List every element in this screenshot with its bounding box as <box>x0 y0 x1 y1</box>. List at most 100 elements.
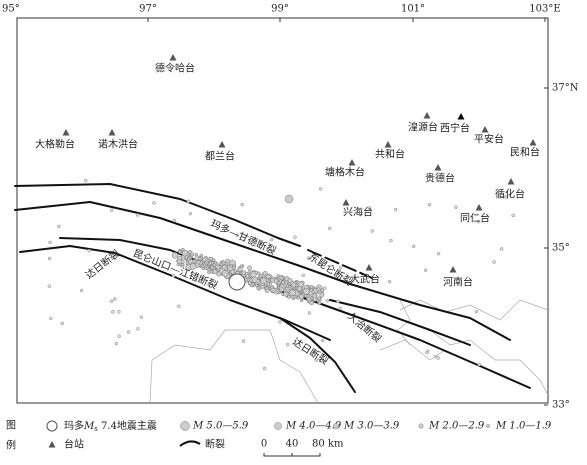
lon-label: 103°E <box>529 4 560 15</box>
earthquake-cluster <box>47 178 515 371</box>
earthquake <box>303 288 310 295</box>
earthquake <box>387 279 392 284</box>
legend-magnitude-icon <box>418 423 424 429</box>
legend-magnitude-icon <box>180 421 190 431</box>
earthquake <box>186 199 191 204</box>
earthquake <box>117 310 121 314</box>
legend-mainshock-part: M <box>83 421 95 432</box>
legend-magnitude-icon <box>486 424 490 428</box>
earthquake <box>269 237 274 242</box>
station-label: 平安台 <box>474 133 504 146</box>
earthquake <box>221 264 227 270</box>
earthquake <box>262 270 268 276</box>
station-marker <box>365 264 373 271</box>
earthquake <box>306 294 311 298</box>
map-frame <box>16 17 549 404</box>
earthquake <box>109 299 114 303</box>
station-label: 贵德台 <box>425 172 455 185</box>
mainshock <box>228 273 246 291</box>
earthquake <box>287 277 293 283</box>
earthquake <box>436 356 440 360</box>
earthquake <box>278 320 282 324</box>
lat-label: 35° <box>552 243 570 254</box>
earthquake <box>259 274 263 278</box>
earthquake <box>511 213 515 218</box>
earthquake <box>112 297 117 301</box>
earthquake <box>262 366 267 371</box>
earthquake <box>370 229 375 233</box>
earthquake <box>299 298 304 303</box>
station-label: 兴海台 <box>343 206 373 219</box>
scale-label: 40 <box>286 439 299 450</box>
earthquake <box>177 258 183 264</box>
earthquake <box>338 306 342 311</box>
earthquake <box>283 283 287 288</box>
earthquake <box>199 261 203 266</box>
legend-mainshock-part: 玛多 <box>64 419 84 432</box>
earthquake <box>318 262 323 266</box>
earthquake <box>139 315 144 319</box>
earthquake <box>136 327 140 331</box>
earthquake <box>184 255 189 259</box>
station-label: 共和台 <box>375 148 405 161</box>
earthquake <box>289 289 296 297</box>
earthquake <box>207 270 211 275</box>
earthquake <box>109 208 114 213</box>
legend-fault-icon <box>179 440 201 447</box>
earthquake <box>254 281 259 286</box>
earthquake <box>60 321 64 326</box>
legend-magnitude-label: M 1.0—1.9 <box>495 421 552 432</box>
legend-station-icon <box>48 441 56 448</box>
legend-title: 图 <box>6 420 16 432</box>
legend-magnitude-icon <box>332 422 340 430</box>
legend-mainshock-icon <box>46 420 58 432</box>
earthquake <box>301 273 306 278</box>
province-borders <box>149 299 549 404</box>
station-label: 河南台 <box>443 276 473 289</box>
station-label: 大武台 <box>350 273 380 286</box>
legend-magnitude-icon <box>274 422 282 430</box>
earthquake <box>177 304 181 309</box>
earthquake <box>277 281 281 285</box>
earthquake <box>251 282 255 287</box>
earthquake <box>423 268 428 273</box>
earthquake <box>135 213 140 217</box>
station-label: 同仁台 <box>460 212 490 225</box>
legend-station-label: 台站 <box>64 438 84 451</box>
earthquake <box>208 261 213 265</box>
earthquake <box>126 330 131 334</box>
station-marker <box>218 141 226 148</box>
earthquake <box>393 207 398 212</box>
legend-mainshock-part: 7.4地震主震 <box>98 419 157 432</box>
earthquake <box>200 264 205 268</box>
earthquake <box>317 296 321 301</box>
earthquake <box>309 285 314 289</box>
earthquake <box>296 296 300 300</box>
station-label: 德令哈台 <box>155 62 195 75</box>
earthquake <box>256 286 260 290</box>
earthquake <box>476 219 481 224</box>
earthquake <box>181 249 189 257</box>
earthquake <box>171 273 176 278</box>
station-marker <box>348 159 356 166</box>
station-marker <box>507 178 515 185</box>
earthquake <box>312 293 318 299</box>
station-label: 大格勒台 <box>35 138 75 151</box>
earthquake <box>317 301 322 305</box>
lat-label: 33° <box>552 400 570 411</box>
station-label: 民和台 <box>510 146 540 159</box>
earthquake <box>222 261 226 266</box>
scale-bar <box>263 453 321 457</box>
earthquake <box>367 206 372 210</box>
station-label: 诺木洪台 <box>98 138 138 151</box>
station-label: 湟源台 <box>408 121 438 134</box>
earthquake <box>319 292 325 298</box>
station-marker <box>434 164 442 171</box>
earthquake <box>188 250 192 254</box>
earthquake <box>254 270 259 275</box>
legend-mainshock-label: 玛多Ms 7.4地震主震 <box>64 419 157 434</box>
earthquake <box>503 195 508 199</box>
earthquake <box>266 282 271 286</box>
earthquake <box>492 260 496 264</box>
